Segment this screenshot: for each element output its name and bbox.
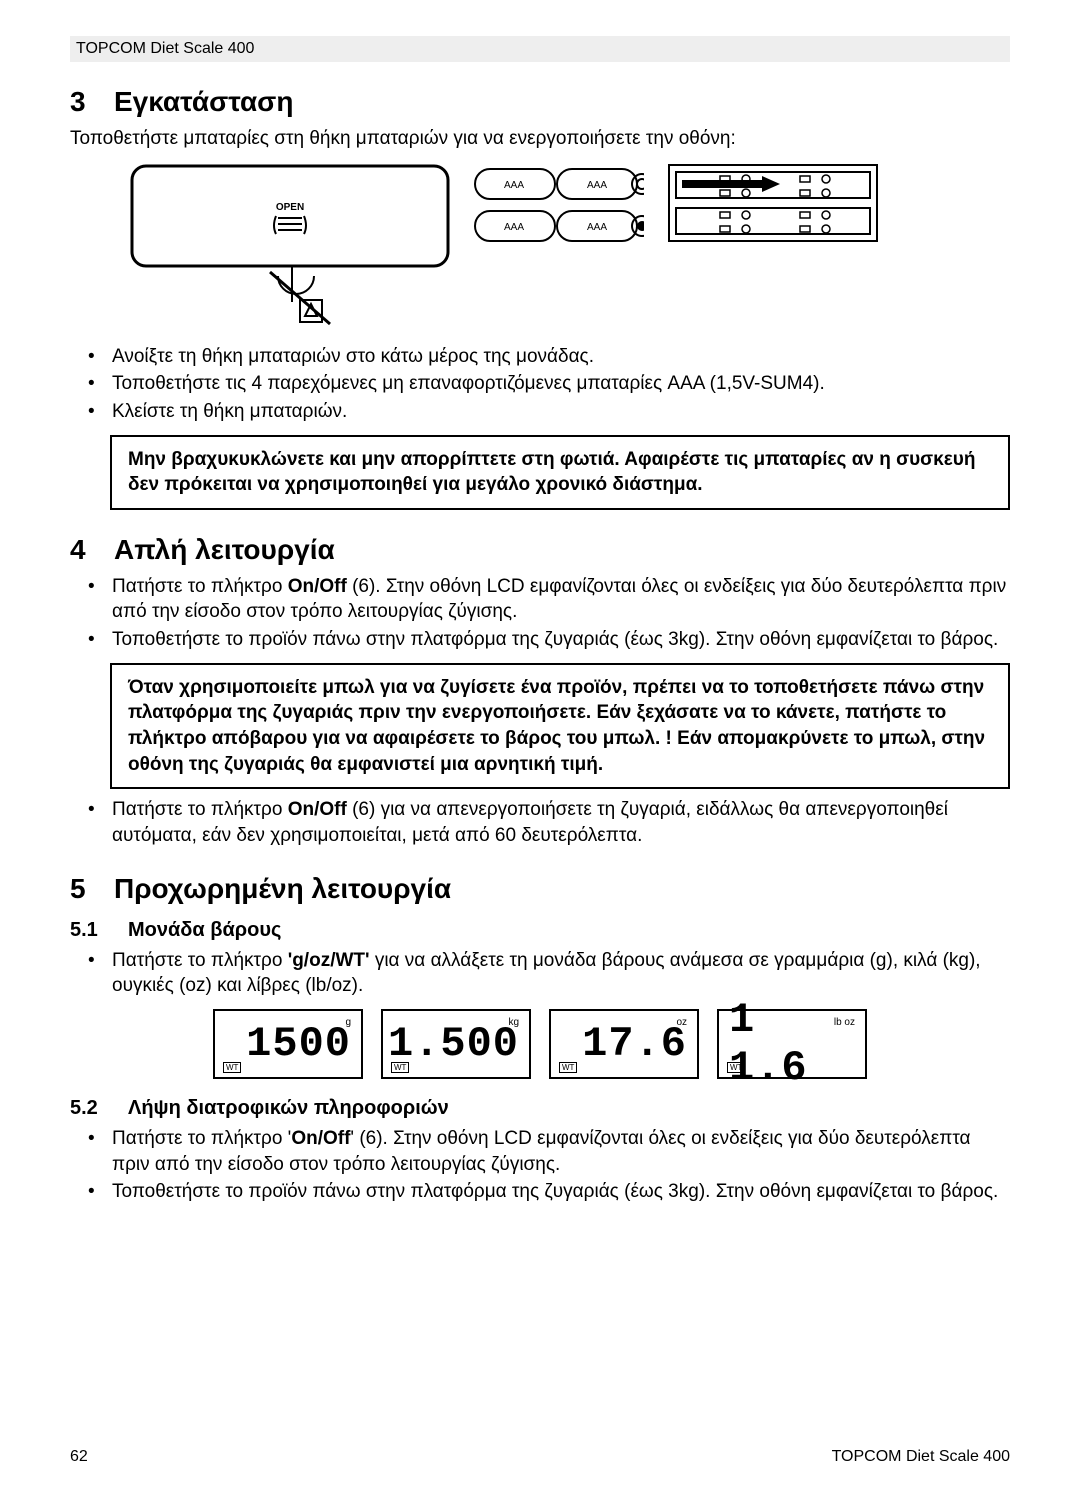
battery-pair-bottom: AAA AAA	[474, 210, 644, 242]
warning-box-batteries: Μην βραχυκυκλώνετε και μην απορρίπτετε σ…	[110, 435, 1010, 510]
svg-text:AAA: AAA	[587, 180, 607, 191]
lcd-examples: g1500WT kg1.500WT oz17.6WT lb oz1 1.6WT	[70, 1009, 1010, 1079]
battery-compartment	[668, 164, 878, 242]
section-5-1-heading: 5.1Μονάδα βάρους	[70, 919, 1010, 942]
svg-text:AAA: AAA	[504, 180, 524, 191]
list-item: Πατήστε το πλήκτρο 'On/Off' (6). Στην οθ…	[70, 1126, 1010, 1177]
lcd-kg: kg1.500WT	[381, 1009, 531, 1079]
list-item: Τοποθετήστε τις 4 παρεχόμενες μη επαναφο…	[70, 371, 1010, 397]
list-item: Τοποθετήστε το προϊόν πάνω στην πλατφόρμ…	[70, 627, 1010, 653]
section-3-bullets: Ανοίξτε τη θήκη μπαταριών στο κάτω μέρος…	[70, 344, 1010, 425]
warning-box-bowl: Όταν χρησιμοποιείτε μπωλ για να ζυγίσετε…	[110, 663, 1010, 790]
header-bar: TOPCOM Diet Scale 400	[70, 36, 1010, 62]
section-5-1-bullets: Πατήστε το πλήκτρο 'g/oz/WT' για να αλλά…	[70, 948, 1010, 999]
list-item: Πατήστε το πλήκτρο 'g/oz/WT' για να αλλά…	[70, 948, 1010, 999]
list-item: Πατήστε το πλήκτρο On/Off (6). Στην οθόν…	[70, 574, 1010, 625]
lcd-lboz: lb oz1 1.6WT	[717, 1009, 867, 1079]
lcd-g: g1500WT	[213, 1009, 363, 1079]
installation-diagram: OPEN AAA AAA	[130, 164, 1010, 332]
list-item: Ανοίξτε τη θήκη μπαταριών στο κάτω μέρος…	[70, 344, 1010, 370]
list-item: Τοποθετήστε το προϊόν πάνω στην πλατφόρμ…	[70, 1179, 1010, 1205]
lcd-oz: oz17.6WT	[549, 1009, 699, 1079]
svg-text:AAA: AAA	[587, 222, 607, 233]
footer-model: TOPCOM Diet Scale 400	[832, 1448, 1010, 1466]
section-4-heading: 4Απλή λειτουργία	[70, 534, 1010, 566]
svg-text:AAA: AAA	[504, 222, 524, 233]
section-5-2-heading: 5.2Λήψη διατροφικών πληροφοριών	[70, 1097, 1010, 1120]
list-item: Πατήστε το πλήκτρο On/Off (6) για να απε…	[70, 797, 1010, 848]
page-number: 62	[70, 1448, 88, 1466]
section-3-intro: Τοποθετήστε μπαταρίες στη θήκη μπαταριών…	[70, 126, 1010, 152]
battery-pair-top: AAA AAA	[474, 168, 644, 200]
section-5-2-bullets: Πατήστε το πλήκτρο 'On/Off' (6). Στην οθ…	[70, 1126, 1010, 1205]
section-4-bullets-b: Πατήστε το πλήκτρο On/Off (6) για να απε…	[70, 797, 1010, 848]
open-label: OPEN	[276, 202, 304, 213]
section-3-heading: 3Εγκατάσταση	[70, 86, 1010, 118]
section-5-heading: 5Προχωρημένη λειτουργία	[70, 873, 1010, 905]
list-item: Κλείστε τη θήκη μπαταριών.	[70, 399, 1010, 425]
section-4-bullets-a: Πατήστε το πλήκτρο On/Off (6). Στην οθόν…	[70, 574, 1010, 653]
